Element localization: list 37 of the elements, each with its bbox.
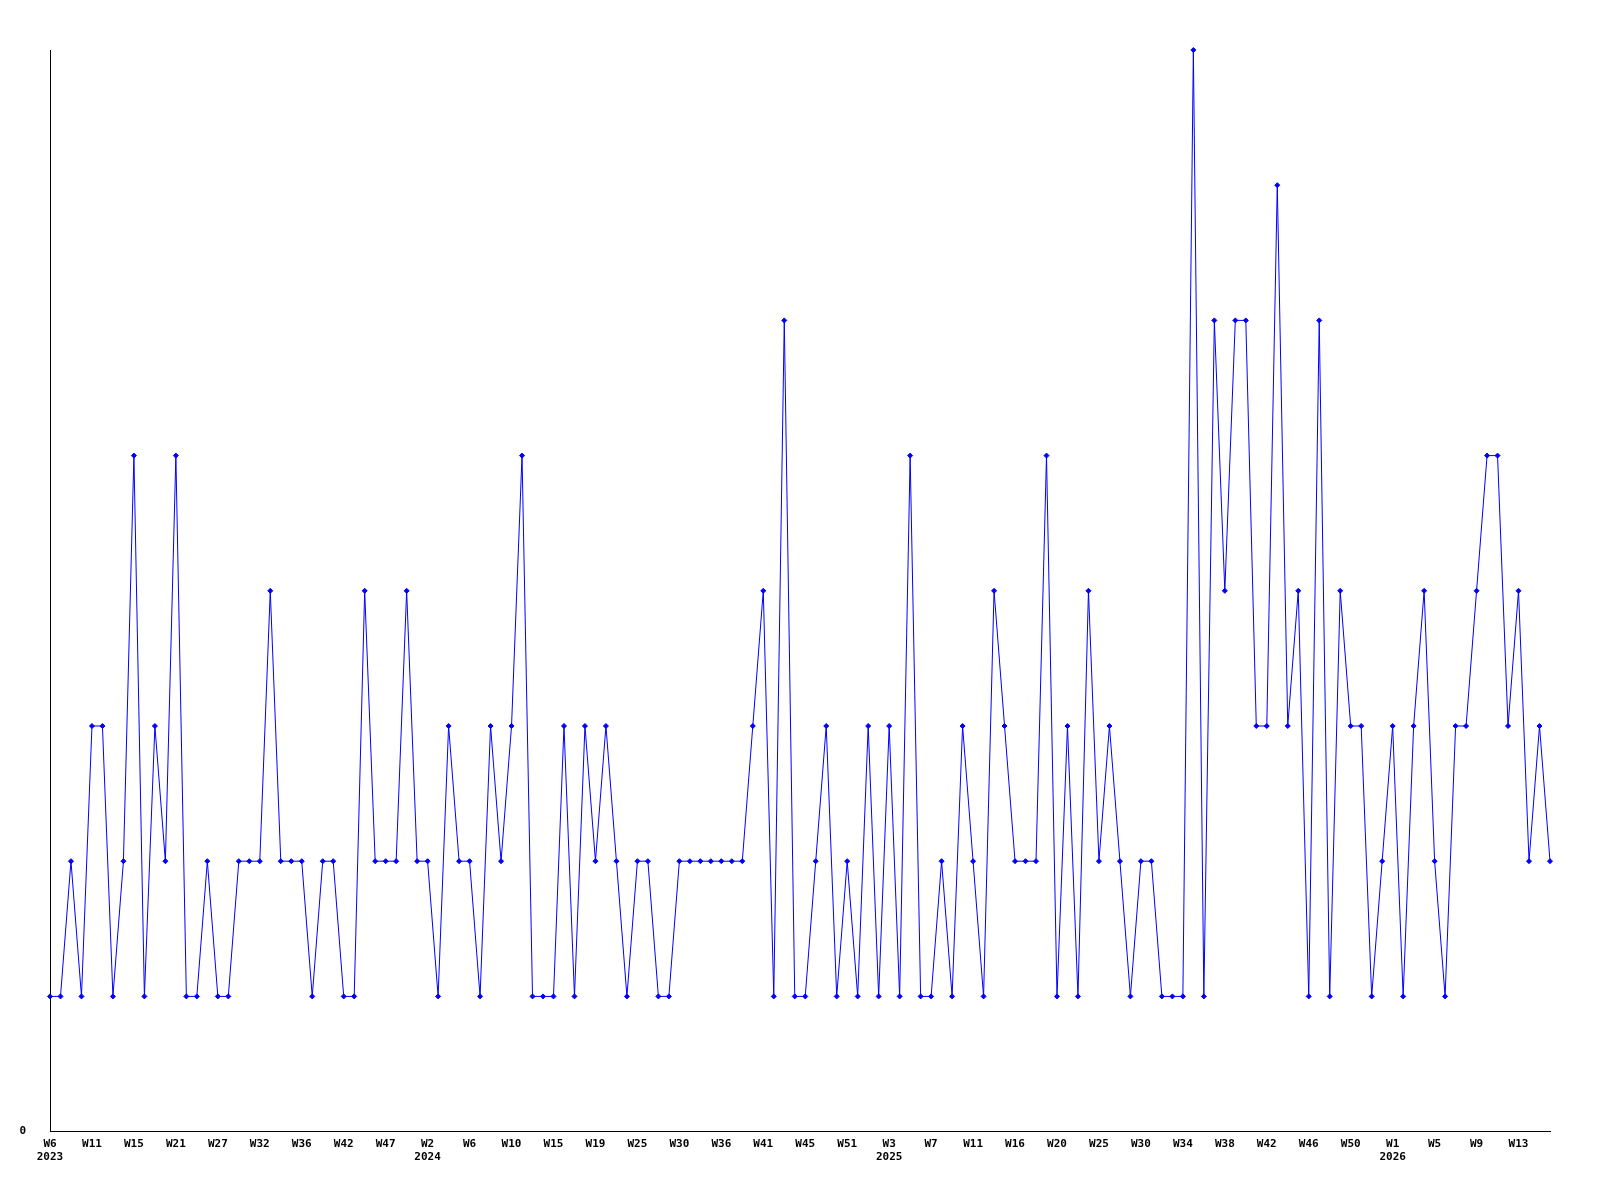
x-tick-label: W38 xyxy=(1214,1137,1235,1151)
x-tick-label: W30 xyxy=(669,1137,690,1151)
x-tick-label: W50 xyxy=(1340,1137,1361,1151)
x-tick-label: W25 xyxy=(627,1137,648,1151)
x-tick-label: W11 xyxy=(82,1137,103,1151)
x-tick-label: W34 xyxy=(1172,1137,1194,1151)
x-tick-label: W46 xyxy=(1298,1137,1320,1151)
x-tick-label: W1 2026 xyxy=(1379,1137,1407,1164)
x-tick-label: W19 xyxy=(585,1137,606,1151)
x-tick-label: W25 xyxy=(1089,1137,1109,1151)
x-tick-label: W20 xyxy=(1047,1137,1067,1151)
x-tick-label: W15 xyxy=(543,1137,564,1151)
x-tick-label: W30 xyxy=(1130,1137,1151,1151)
x-tick-label: W10 xyxy=(501,1137,522,1151)
x-tick-label: W9 xyxy=(1469,1137,1484,1151)
x-tick-label: W16 xyxy=(1005,1137,1026,1151)
x-tick-label: W47 xyxy=(375,1137,396,1151)
x-tick-label: W11 xyxy=(963,1137,984,1151)
x-tick-label: W32 xyxy=(249,1137,270,1151)
x-tick-label: W2 2024 xyxy=(414,1137,442,1164)
x-tick-label: W41 xyxy=(753,1137,774,1151)
x-tick-label: W21 xyxy=(165,1137,187,1151)
x-tick-label: W6 xyxy=(462,1137,477,1151)
x-tick-label: W7 xyxy=(924,1137,938,1151)
x-tick-label: W6 2023 xyxy=(36,1137,64,1164)
x-tick-label: W51 xyxy=(837,1137,858,1151)
x-tick-label: W42 xyxy=(1256,1137,1277,1151)
x-tick-label: W13 xyxy=(1508,1137,1529,1151)
x-tick-label: W3 2025 xyxy=(875,1137,903,1164)
x-tick-label: W36 xyxy=(711,1137,732,1151)
x-tick-label: W42 xyxy=(333,1137,354,1151)
x-tick-label: W45 xyxy=(795,1137,816,1151)
x-tick-label: W36 xyxy=(291,1137,313,1151)
x-tick-label: W5 xyxy=(1427,1137,1442,1151)
text: 0 xyxy=(19,1124,26,1138)
x-tick-label: W27 xyxy=(207,1137,228,1151)
x-tick-label: W15 xyxy=(123,1137,144,1151)
